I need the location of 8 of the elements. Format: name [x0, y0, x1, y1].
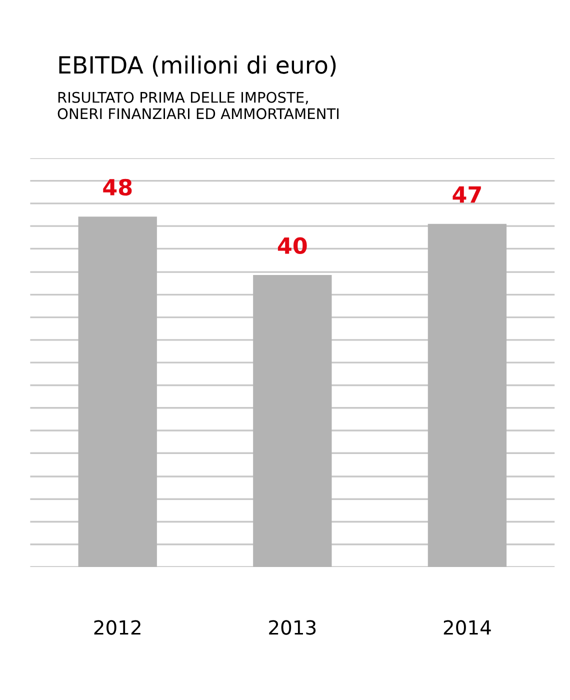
x-tick-label: 2013: [269, 620, 316, 635]
chart-subtitle: RISULTATO PRIMA DELLE IMPOSTE, ONERI FINANZIARI ED AMMORTAMENTI: [58, 92, 339, 120]
x-tick-label: 2014: [444, 620, 491, 635]
data-label: 48: [103, 178, 132, 196]
data-label: 40: [278, 237, 307, 254]
chart-title: EBITDA (milioni di euro): [59, 56, 336, 77]
data-label: 47: [452, 186, 481, 203]
x-tick-label: 2012: [94, 620, 140, 635]
